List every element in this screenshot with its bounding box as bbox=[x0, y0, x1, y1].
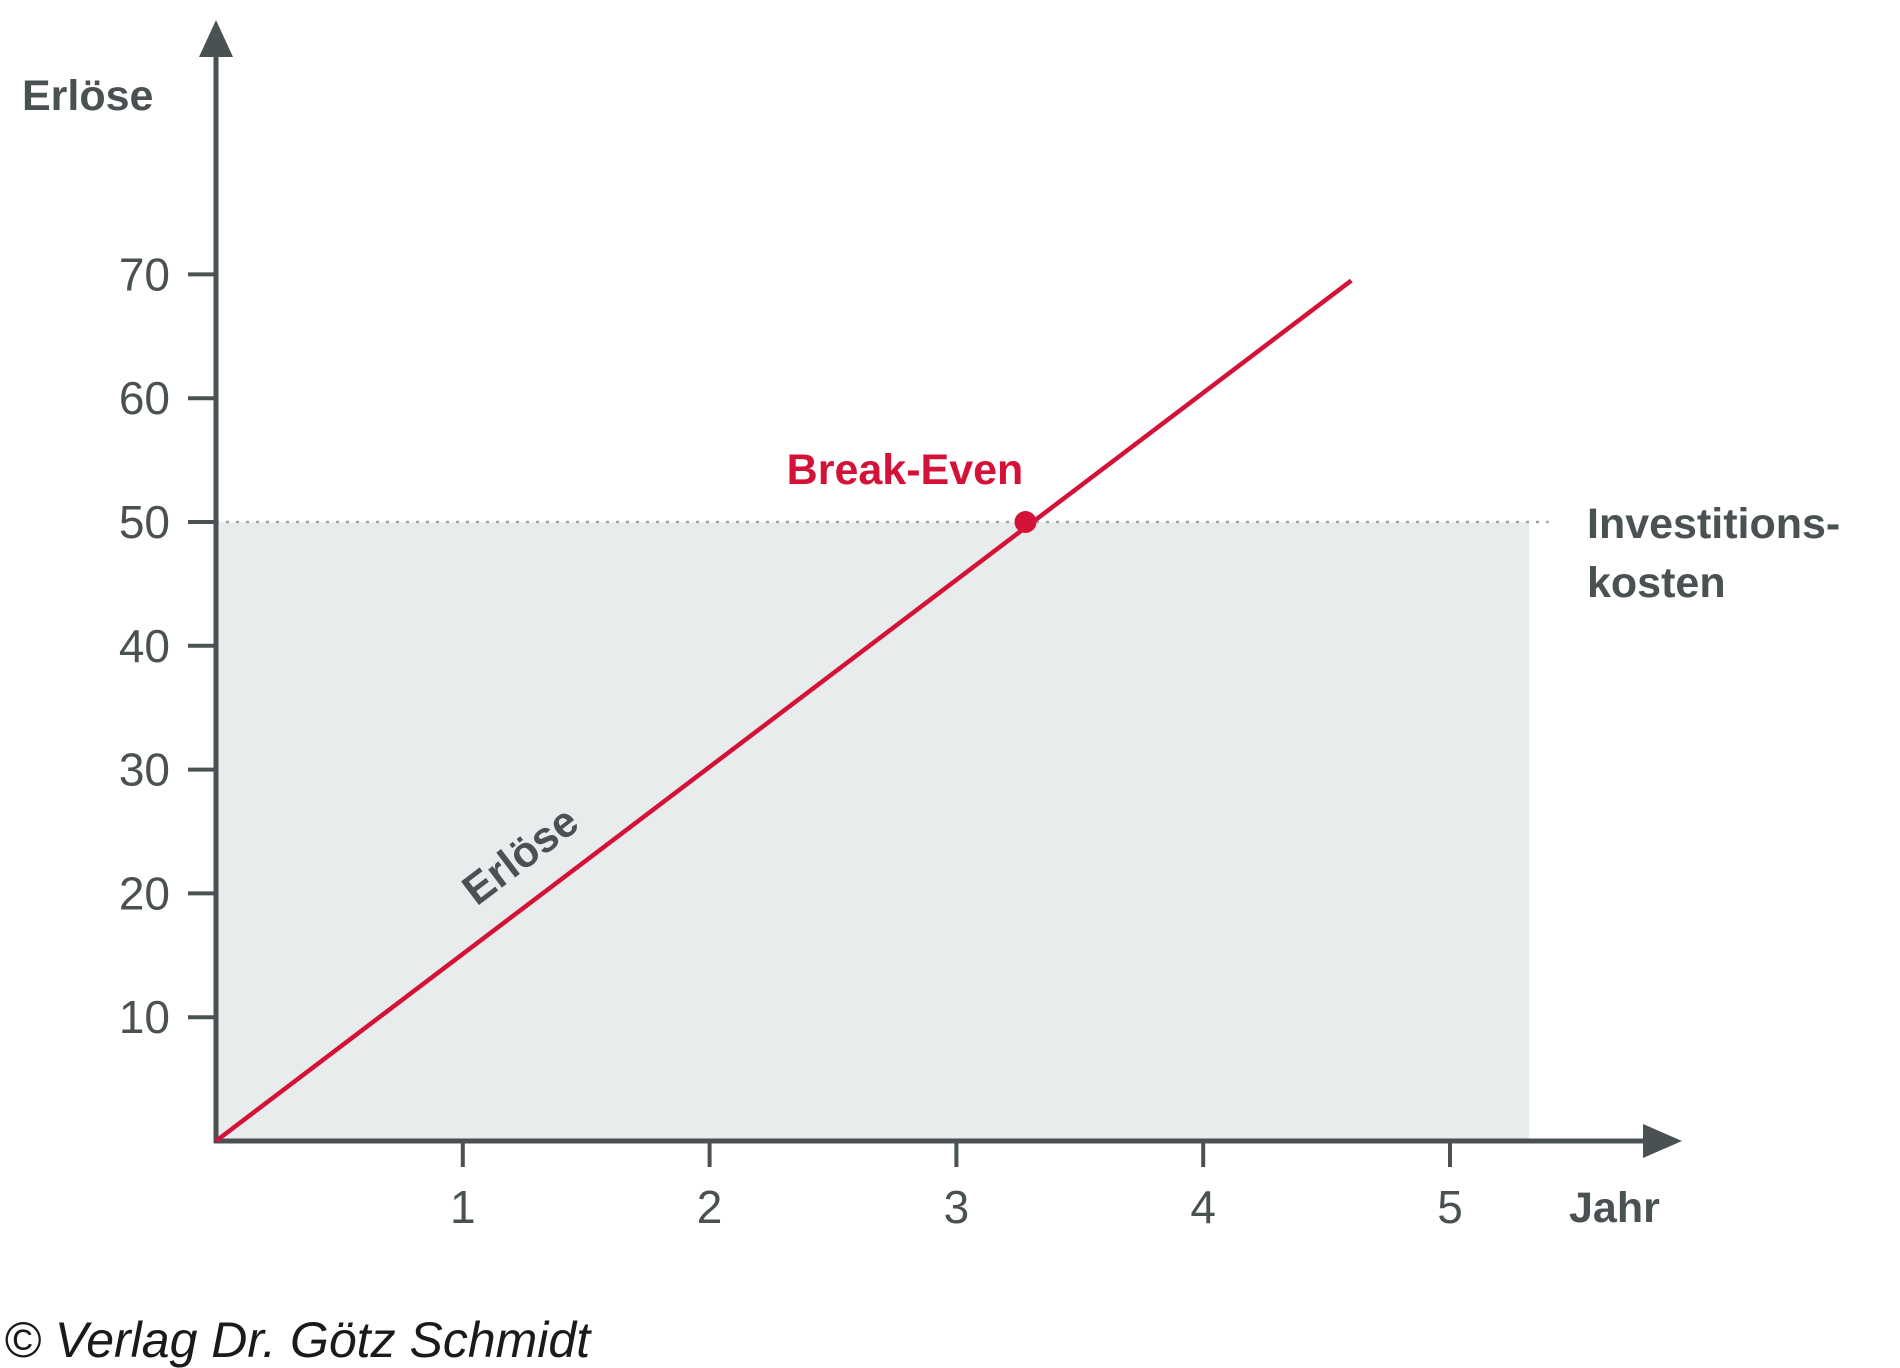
break-even-point bbox=[1014, 511, 1037, 533]
investment-cost-label-line2: kosten bbox=[1587, 559, 1726, 607]
copyright-notice: © Verlag Dr. Götz Schmidt bbox=[4, 1312, 592, 1368]
y-axis-title: Erlöse bbox=[22, 72, 153, 120]
y-tick-label: 40 bbox=[119, 620, 170, 672]
x-axis-ticks: 1 2 3 4 5 bbox=[450, 1141, 1463, 1233]
y-tick-label: 20 bbox=[119, 867, 170, 919]
x-tick-label: 4 bbox=[1190, 1181, 1216, 1233]
break-even-label: Break-Even bbox=[787, 446, 1024, 494]
y-tick-label: 60 bbox=[119, 372, 170, 424]
x-tick-label: 5 bbox=[1437, 1181, 1463, 1233]
x-tick-label: 2 bbox=[697, 1181, 723, 1233]
y-tick-label: 50 bbox=[119, 496, 170, 548]
x-tick-label: 3 bbox=[944, 1181, 970, 1233]
y-tick-label: 30 bbox=[119, 744, 170, 796]
series-line-erloese bbox=[214, 278, 1353, 1143]
y-axis-arrow bbox=[199, 20, 233, 57]
y-tick-label: 10 bbox=[119, 991, 170, 1043]
investment-cost-label-line1: Investitions- bbox=[1587, 500, 1840, 548]
y-axis-ticks: 10 20 30 40 50 60 70 bbox=[119, 248, 216, 1043]
y-tick-label: 70 bbox=[119, 248, 170, 300]
investment-area bbox=[216, 522, 1529, 1141]
x-tick-label: 1 bbox=[450, 1181, 476, 1233]
x-axis-title: Jahr bbox=[1569, 1184, 1660, 1232]
x-axis-arrow bbox=[1643, 1124, 1682, 1158]
